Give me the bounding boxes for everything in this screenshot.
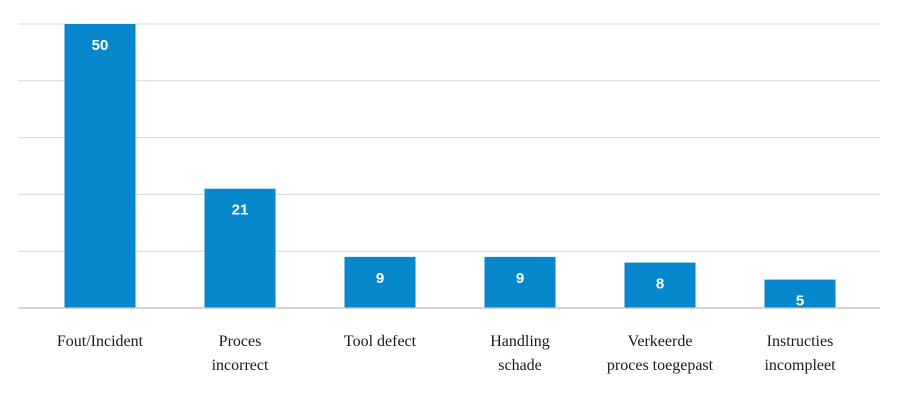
category-label-1: Fout/Incident <box>57 333 144 350</box>
category-label-line: incorrect <box>212 357 269 374</box>
data-label-3: 9 <box>376 270 384 287</box>
data-label-4: 9 <box>516 270 524 287</box>
category-label-2: Proces incorrect <box>212 333 269 374</box>
data-label-6: 5 <box>796 293 804 310</box>
bar-1 <box>64 24 136 308</box>
bars: 50 21 9 9 8 5 <box>64 24 836 310</box>
category-label-6: Instructies incompleet <box>764 333 836 374</box>
category-label-line: Verkeerde <box>628 333 693 350</box>
bar-6 <box>764 279 836 308</box>
category-label-line: Handling <box>490 333 550 350</box>
category-label-4: Handling schade <box>490 333 550 374</box>
data-label-2: 21 <box>232 202 249 219</box>
category-label-line: Proces <box>219 333 262 350</box>
category-label-5: Verkeerde proces toegepast <box>607 333 714 374</box>
category-label-line: Tool defect <box>344 333 417 350</box>
bar-3 <box>344 256 416 308</box>
bar-2 <box>204 188 276 308</box>
bar-5 <box>624 262 696 308</box>
data-label-5: 8 <box>656 276 664 293</box>
bar-4 <box>484 256 556 308</box>
category-label-line: incompleet <box>764 357 836 374</box>
data-label-1: 50 <box>92 37 109 54</box>
category-label-line: Instructies <box>767 333 834 350</box>
category-label-3: Tool defect <box>344 333 417 350</box>
gridlines <box>18 23 880 252</box>
category-label-line: proces toegepast <box>607 357 714 374</box>
category-label-line: Fout/Incident <box>57 333 144 350</box>
category-label-line: schade <box>498 357 542 374</box>
category-labels: Fout/Incident Proces incorrect Tool defect H… <box>57 333 836 374</box>
